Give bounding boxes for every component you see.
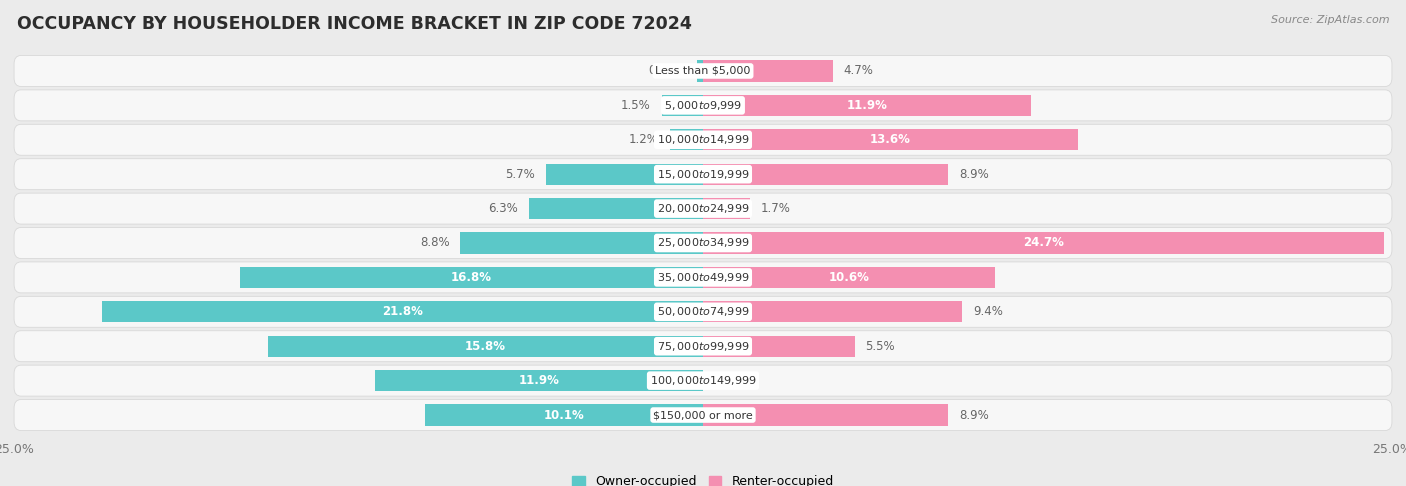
Bar: [703, 301, 962, 323]
Text: $75,000 to $99,999: $75,000 to $99,999: [657, 340, 749, 353]
FancyBboxPatch shape: [14, 55, 1392, 87]
Legend: Owner-occupied, Renter-occupied: Owner-occupied, Renter-occupied: [568, 470, 838, 486]
FancyBboxPatch shape: [14, 399, 1392, 431]
FancyBboxPatch shape: [14, 227, 1392, 259]
Text: 11.9%: 11.9%: [846, 99, 887, 112]
Bar: [696, 60, 703, 82]
Text: $100,000 to $149,999: $100,000 to $149,999: [650, 374, 756, 387]
Text: $5,000 to $9,999: $5,000 to $9,999: [664, 99, 742, 112]
Bar: [546, 163, 703, 185]
Text: 10.1%: 10.1%: [544, 409, 585, 421]
Text: 8.9%: 8.9%: [959, 409, 988, 421]
Text: 11.9%: 11.9%: [519, 374, 560, 387]
Bar: [703, 335, 855, 357]
Text: 6.3%: 6.3%: [489, 202, 519, 215]
Bar: [703, 232, 1384, 254]
Text: $15,000 to $19,999: $15,000 to $19,999: [657, 168, 749, 181]
Text: 15.8%: 15.8%: [465, 340, 506, 353]
Text: $20,000 to $24,999: $20,000 to $24,999: [657, 202, 749, 215]
Bar: [703, 198, 749, 219]
Bar: [530, 198, 703, 219]
Bar: [703, 129, 1078, 151]
Bar: [267, 335, 703, 357]
Text: 0.0%: 0.0%: [714, 374, 744, 387]
Text: 1.2%: 1.2%: [628, 133, 659, 146]
Text: Less than $5,000: Less than $5,000: [655, 66, 751, 76]
Text: 5.7%: 5.7%: [505, 168, 534, 181]
Text: OCCUPANCY BY HOUSEHOLDER INCOME BRACKET IN ZIP CODE 72024: OCCUPANCY BY HOUSEHOLDER INCOME BRACKET …: [17, 15, 692, 33]
FancyBboxPatch shape: [14, 90, 1392, 121]
Bar: [461, 232, 703, 254]
FancyBboxPatch shape: [14, 296, 1392, 327]
Text: 0.23%: 0.23%: [648, 65, 686, 77]
Text: $50,000 to $74,999: $50,000 to $74,999: [657, 305, 749, 318]
Text: 5.5%: 5.5%: [866, 340, 896, 353]
Text: $150,000 or more: $150,000 or more: [654, 410, 752, 420]
FancyBboxPatch shape: [14, 365, 1392, 396]
FancyBboxPatch shape: [14, 159, 1392, 190]
Bar: [662, 95, 703, 116]
Bar: [703, 404, 948, 426]
Text: Source: ZipAtlas.com: Source: ZipAtlas.com: [1271, 15, 1389, 25]
Text: 24.7%: 24.7%: [1024, 237, 1064, 249]
Text: 8.8%: 8.8%: [420, 237, 450, 249]
Text: 16.8%: 16.8%: [451, 271, 492, 284]
Text: $35,000 to $49,999: $35,000 to $49,999: [657, 271, 749, 284]
Text: 8.9%: 8.9%: [959, 168, 988, 181]
Text: $10,000 to $14,999: $10,000 to $14,999: [657, 133, 749, 146]
Text: 9.4%: 9.4%: [973, 305, 1002, 318]
Bar: [425, 404, 703, 426]
Bar: [240, 267, 703, 288]
FancyBboxPatch shape: [14, 193, 1392, 224]
Bar: [669, 129, 703, 151]
Bar: [703, 163, 948, 185]
Text: 1.7%: 1.7%: [761, 202, 790, 215]
FancyBboxPatch shape: [14, 124, 1392, 155]
FancyBboxPatch shape: [14, 331, 1392, 362]
Text: 1.5%: 1.5%: [621, 99, 651, 112]
FancyBboxPatch shape: [14, 262, 1392, 293]
Bar: [103, 301, 703, 323]
Text: $25,000 to $34,999: $25,000 to $34,999: [657, 237, 749, 249]
Bar: [703, 60, 832, 82]
Bar: [703, 267, 995, 288]
Text: 21.8%: 21.8%: [382, 305, 423, 318]
Text: 10.6%: 10.6%: [828, 271, 869, 284]
Bar: [375, 370, 703, 391]
Text: 4.7%: 4.7%: [844, 65, 873, 77]
Text: 13.6%: 13.6%: [870, 133, 911, 146]
Bar: [703, 95, 1031, 116]
